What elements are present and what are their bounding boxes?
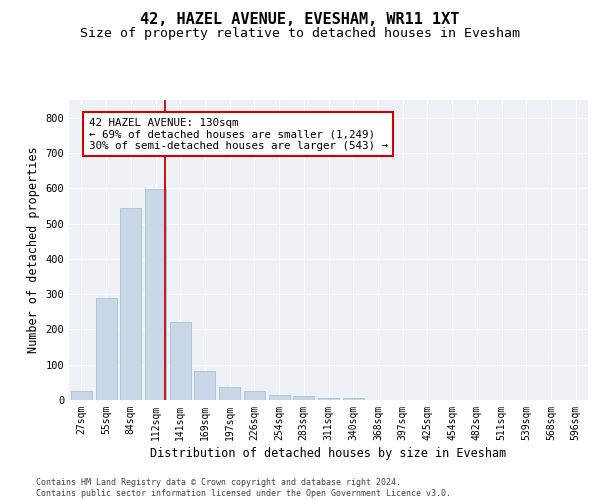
Bar bbox=[343, 398, 364, 400]
Bar bbox=[145, 189, 166, 400]
Bar bbox=[269, 396, 290, 400]
Text: 42 HAZEL AVENUE: 130sqm
← 69% of detached houses are smaller (1,249)
30% of semi: 42 HAZEL AVENUE: 130sqm ← 69% of detache… bbox=[89, 118, 388, 151]
Bar bbox=[293, 396, 314, 400]
Bar bbox=[71, 391, 92, 400]
Text: Contains HM Land Registry data © Crown copyright and database right 2024.
Contai: Contains HM Land Registry data © Crown c… bbox=[36, 478, 451, 498]
Bar bbox=[194, 371, 215, 400]
Bar bbox=[170, 322, 191, 400]
Bar bbox=[120, 208, 141, 400]
Bar bbox=[318, 398, 339, 400]
Text: 42, HAZEL AVENUE, EVESHAM, WR11 1XT: 42, HAZEL AVENUE, EVESHAM, WR11 1XT bbox=[140, 12, 460, 28]
Bar bbox=[244, 391, 265, 400]
Y-axis label: Number of detached properties: Number of detached properties bbox=[27, 146, 40, 354]
Text: Size of property relative to detached houses in Evesham: Size of property relative to detached ho… bbox=[80, 28, 520, 40]
Bar bbox=[219, 386, 240, 400]
X-axis label: Distribution of detached houses by size in Evesham: Distribution of detached houses by size … bbox=[151, 447, 506, 460]
Bar bbox=[95, 298, 116, 400]
